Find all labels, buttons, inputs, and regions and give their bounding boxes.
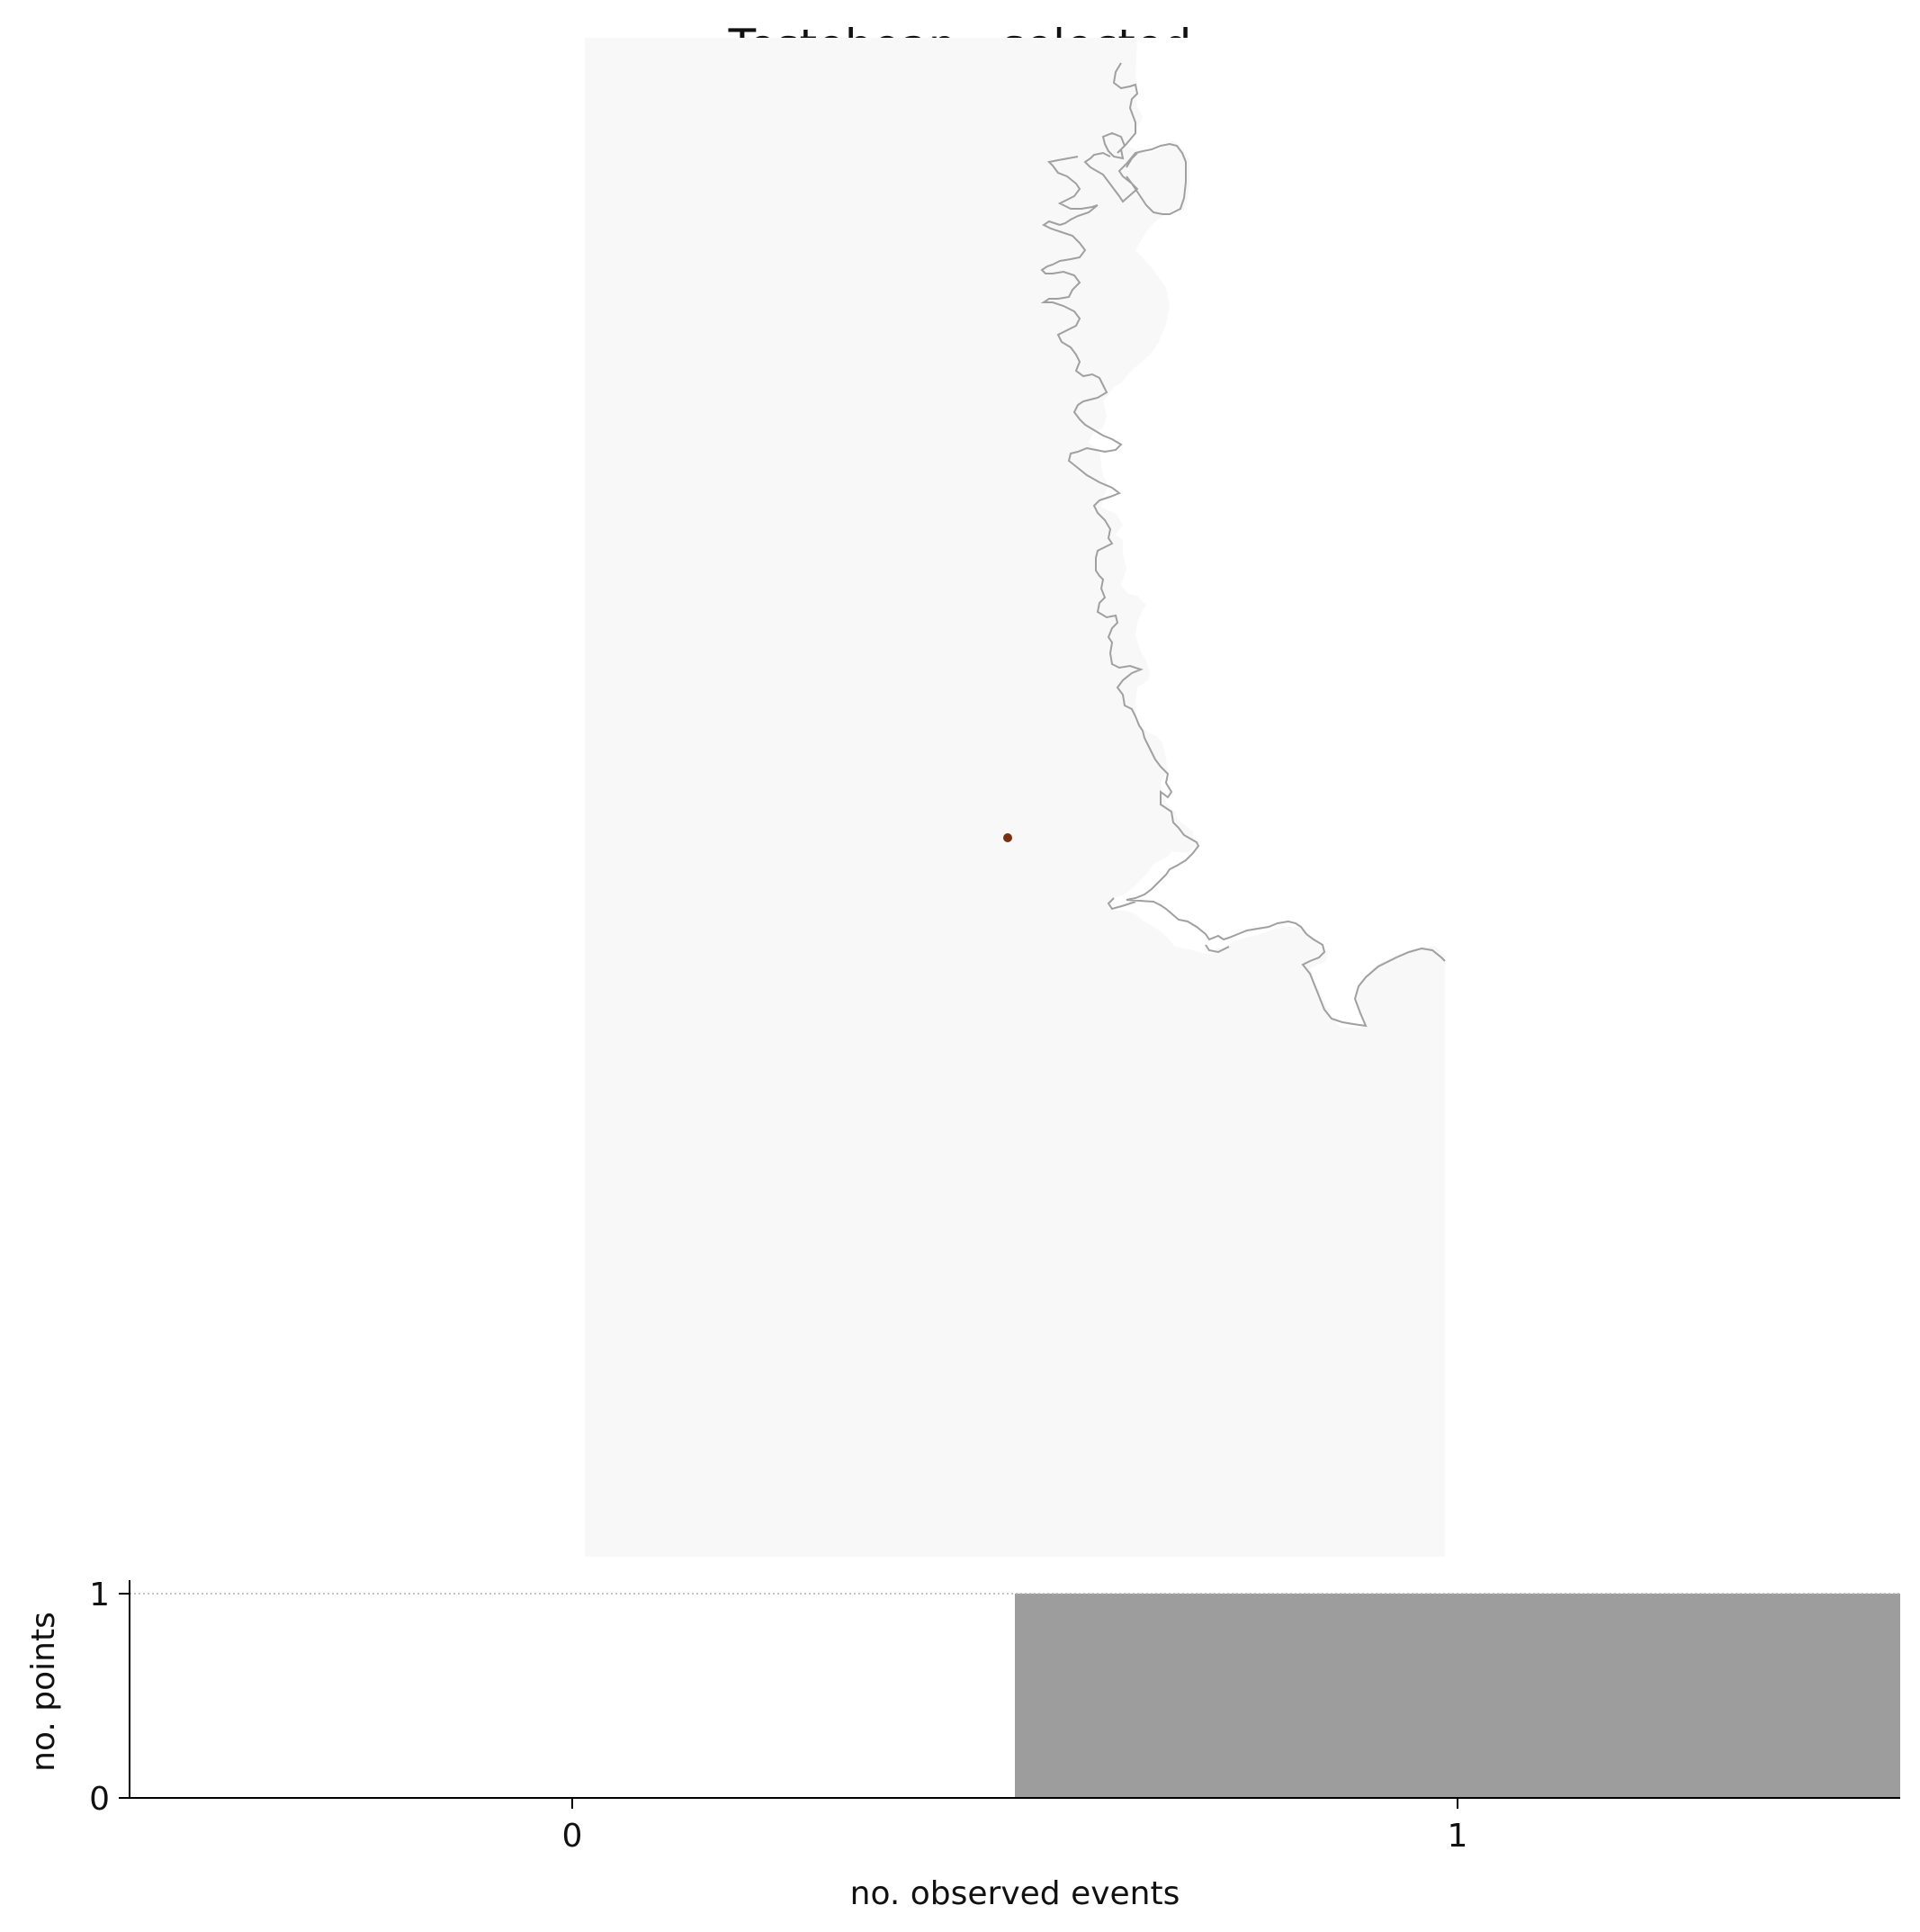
y-ticks-layer: 01 <box>89 1577 130 1818</box>
observation-point <box>1003 833 1012 842</box>
coastline <box>1040 62 1446 1028</box>
x-tick-label: 1 <box>1448 1818 1468 1855</box>
map-panel <box>585 38 1446 1557</box>
y-tick-label: 0 <box>89 1781 110 1818</box>
x-tick-label: 0 <box>562 1818 583 1855</box>
x-axis-label: no. observed events <box>850 1875 1180 1912</box>
bar-1 <box>1015 1594 1900 1798</box>
sea-area <box>1089 38 1445 1028</box>
bars-layer <box>1015 1594 1900 1798</box>
y-axis-label: no. points <box>25 1612 62 1772</box>
y-tick-label: 1 <box>89 1577 110 1613</box>
